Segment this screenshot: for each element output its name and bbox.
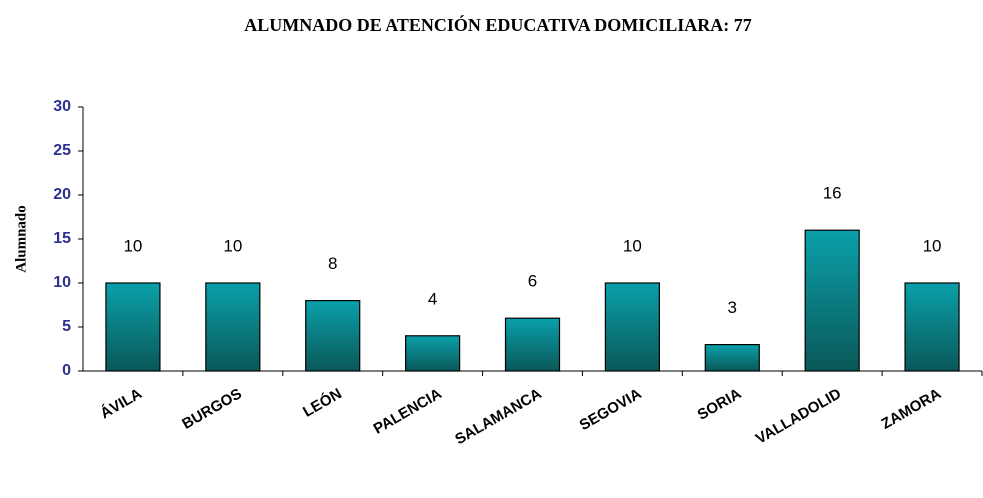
bar: [205, 282, 261, 372]
data-label: 4: [428, 289, 437, 308]
data-label: 8: [328, 254, 337, 273]
bar: [904, 282, 960, 372]
bar: [504, 317, 561, 372]
data-label: 10: [123, 236, 142, 255]
data-label: 10: [923, 236, 942, 255]
y-tick-label: 25: [53, 142, 71, 159]
x-tick-label: BURGOS: [179, 385, 245, 433]
bar: [604, 282, 660, 372]
bar: [405, 335, 461, 372]
y-tick-label: 20: [53, 186, 71, 203]
data-label: 3: [728, 298, 737, 317]
x-tick-label: LEÓN: [300, 384, 345, 420]
bar: [305, 300, 361, 372]
x-tick-label: SEGOVIA: [577, 385, 645, 434]
y-tick-label: 5: [62, 318, 71, 335]
x-tick-label: ÁVILA: [97, 385, 145, 422]
y-tick-label: 15: [53, 230, 71, 247]
bar: [804, 229, 860, 372]
bar: [105, 282, 161, 372]
chart-title: ALUMNADO DE ATENCIÓN EDUCATIVA DOMICILIA…: [244, 14, 752, 35]
data-label: 6: [528, 272, 537, 291]
x-tick-label: VALLADOLID: [753, 385, 844, 448]
x-tick-label: SALAMANCA: [452, 385, 544, 448]
bar: [704, 344, 760, 372]
x-tick-label: SORIA: [695, 385, 745, 424]
y-tick-label: 0: [62, 362, 71, 379]
data-label: 10: [223, 236, 242, 255]
data-label: 10: [623, 236, 642, 255]
y-tick-label: 10: [53, 274, 71, 291]
y-tick-label: 30: [53, 98, 71, 115]
x-tick-label: ZAMORA: [879, 385, 945, 433]
data-label: 16: [823, 184, 842, 203]
x-tick-label: PALENCIA: [371, 385, 445, 438]
y-axis-label: Alumnado: [13, 205, 29, 273]
